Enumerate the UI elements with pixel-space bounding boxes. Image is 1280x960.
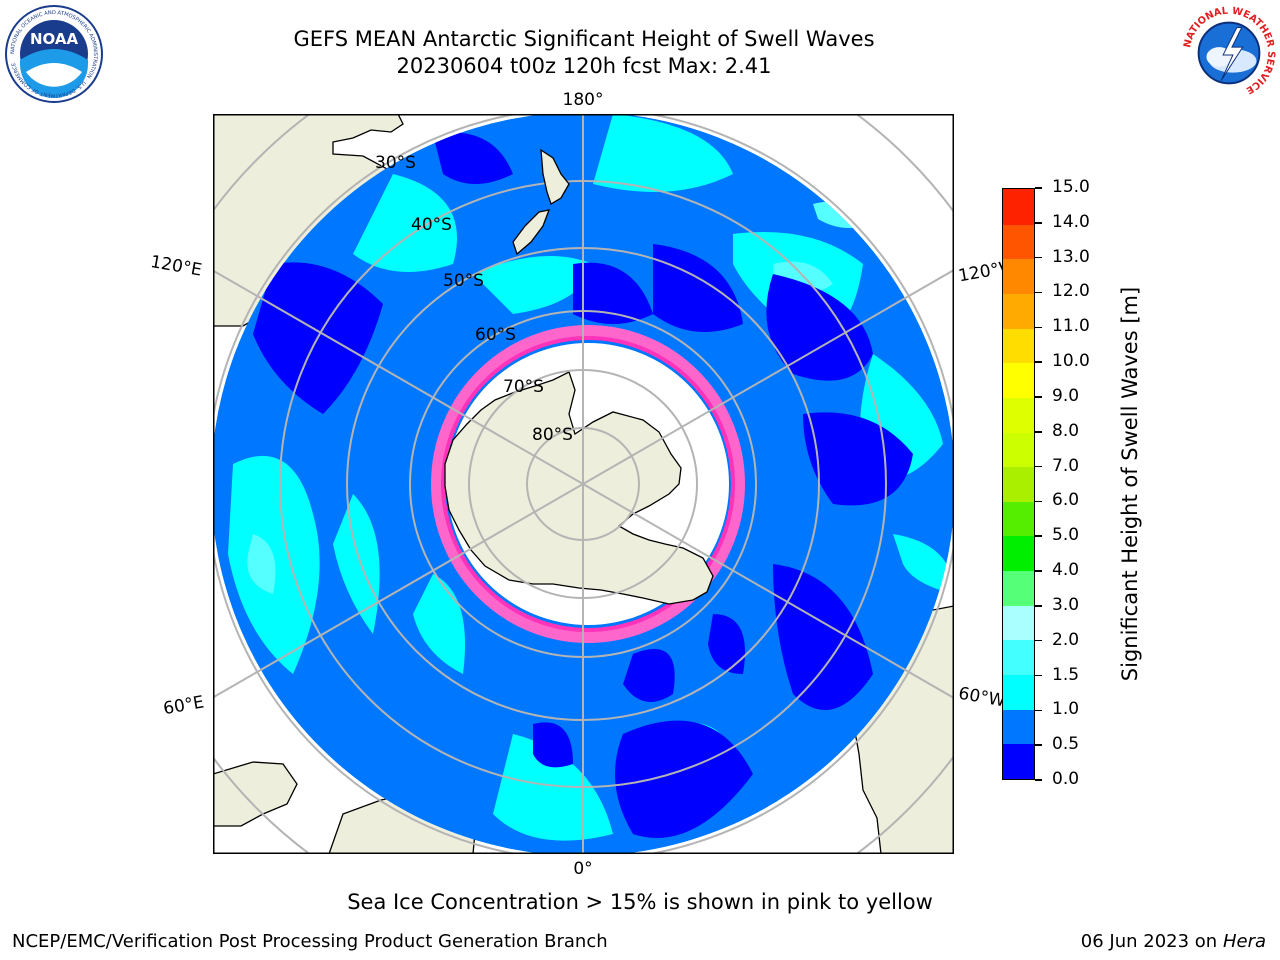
map-title: GEFS MEAN Antarctic Significant Height o…: [293, 27, 875, 51]
footer-host: Hera: [1222, 931, 1266, 952]
lat-label-50s: 50°S: [443, 271, 484, 291]
colorbar-tick-label: 8.0: [1052, 420, 1080, 441]
colorbar-tick-label: 4.0: [1052, 560, 1080, 581]
colorbar-segment: [1003, 258, 1034, 294]
colorbar-segment: [1003, 293, 1034, 329]
colorbar-segment: [1003, 639, 1034, 676]
colorbar-segment: [1003, 397, 1034, 433]
antarctic-swell-map: 30°S 40°S 50°S 60°S 70°S 80°S: [213, 114, 954, 854]
noaa-logo-icon: NOAA NATIONAL OCEANIC AND ATMOSPHERIC AD…: [5, 5, 103, 103]
colorbar-tick-label: 0.5: [1052, 734, 1080, 755]
colorbar-tick: [1035, 256, 1042, 259]
lat-label-30s: 30°S: [375, 153, 416, 173]
colorbar-tick-label: 13.0: [1052, 246, 1090, 267]
colorbar-segment: [1003, 362, 1034, 398]
lon-label-120e: 120°E: [149, 252, 203, 281]
colorbar-segment: [1003, 328, 1034, 364]
footer-credit: NCEP/EMC/Verification Post Processing Pr…: [12, 931, 608, 952]
colorbar-tick: [1035, 396, 1042, 398]
colorbar-segment: [1003, 189, 1034, 225]
colorbar-tick-label: 1.5: [1052, 664, 1080, 685]
colorbar-tick-label: 7.0: [1052, 455, 1080, 476]
colorbar-title: Significant Height of Swell Waves [m]: [1118, 286, 1142, 682]
colorbar-segment: [1003, 605, 1034, 641]
colorbar-tick: [1035, 187, 1042, 189]
svg-text:NOAA: NOAA: [30, 30, 79, 48]
footer-date: 06 Jun 2023 on Hera: [1081, 931, 1266, 952]
colorbar-tick-label: 10.0: [1052, 351, 1090, 372]
colorbar-segment: [1003, 501, 1034, 537]
colorbar-tick: [1035, 222, 1042, 224]
colorbar-tick: [1035, 431, 1042, 433]
colorbar-tick: [1035, 326, 1042, 329]
new-zealand-land: [512, 148, 570, 256]
colorbar-tick-label: 6.0: [1052, 490, 1080, 511]
colorbar-segment: [1003, 535, 1034, 572]
colorbar-segment: [1003, 743, 1034, 779]
lon-label-60e: 60°E: [162, 692, 206, 719]
lat-label-80s: 80°S: [532, 425, 573, 445]
colorbar-tick: [1035, 465, 1042, 468]
colorbar-tick-label: 5.0: [1052, 525, 1080, 546]
colorbar-tick-label: 14.0: [1052, 211, 1090, 232]
colorbar-tick: [1035, 500, 1042, 503]
colorbar-tick: [1035, 779, 1042, 781]
colorbar-tick: [1035, 605, 1042, 607]
lon-label-0: 0°: [573, 859, 592, 879]
colorbar-tick-label: 3.0: [1052, 594, 1080, 615]
lon-label-60w: 60°W: [957, 684, 1007, 712]
colorbar-segment: [1003, 674, 1034, 710]
colorbar-tick: [1035, 709, 1042, 712]
colorbar-tick: [1035, 674, 1042, 677]
lat-label-70s: 70°S: [503, 377, 544, 397]
lat-label-60s: 60°S: [475, 325, 516, 345]
colorbar-segment: [1003, 431, 1034, 468]
map-subtitle: 20230604 t00z 120h fcst Max: 2.41: [396, 54, 772, 78]
colorbar-tick-label: 0.0: [1052, 769, 1080, 789]
colorbar-tick-label: 1.0: [1052, 699, 1080, 720]
nws-logo-icon: NATIONAL WEATHER SERVICE: [1181, 6, 1276, 101]
lon-label-180: 180°: [563, 90, 604, 110]
sea-ice-note: Sea Ice Concentration > 15% is shown in …: [347, 890, 933, 914]
graticule: [213, 114, 954, 854]
lat-label-40s: 40°S: [411, 215, 452, 235]
colorbar-tick: [1035, 291, 1042, 294]
colorbar-tick: [1035, 639, 1042, 642]
colorbar-segment: [1003, 709, 1034, 745]
colorbar-tick: [1035, 535, 1042, 537]
colorbar-segment: [1003, 224, 1034, 260]
colorbar-tick: [1035, 570, 1042, 572]
colorbar-tick-label: 2.0: [1052, 629, 1080, 650]
colorbar-segment: [1003, 466, 1034, 502]
colorbar-tick-label: 9.0: [1052, 385, 1080, 406]
colorbar-tick: [1035, 744, 1042, 746]
footer-date-text: 06 Jun 2023 on: [1080, 931, 1218, 952]
colorbar-tick: [1035, 361, 1042, 363]
antarctica-land: [444, 371, 714, 605]
colorbar-tick-label: 11.0: [1052, 316, 1090, 337]
colorbar-segment: [1003, 570, 1034, 606]
colorbar-tick-label: 12.0: [1052, 281, 1090, 302]
colorbar-tick-label: 15.0: [1052, 177, 1090, 197]
colorbar: [1002, 188, 1035, 780]
